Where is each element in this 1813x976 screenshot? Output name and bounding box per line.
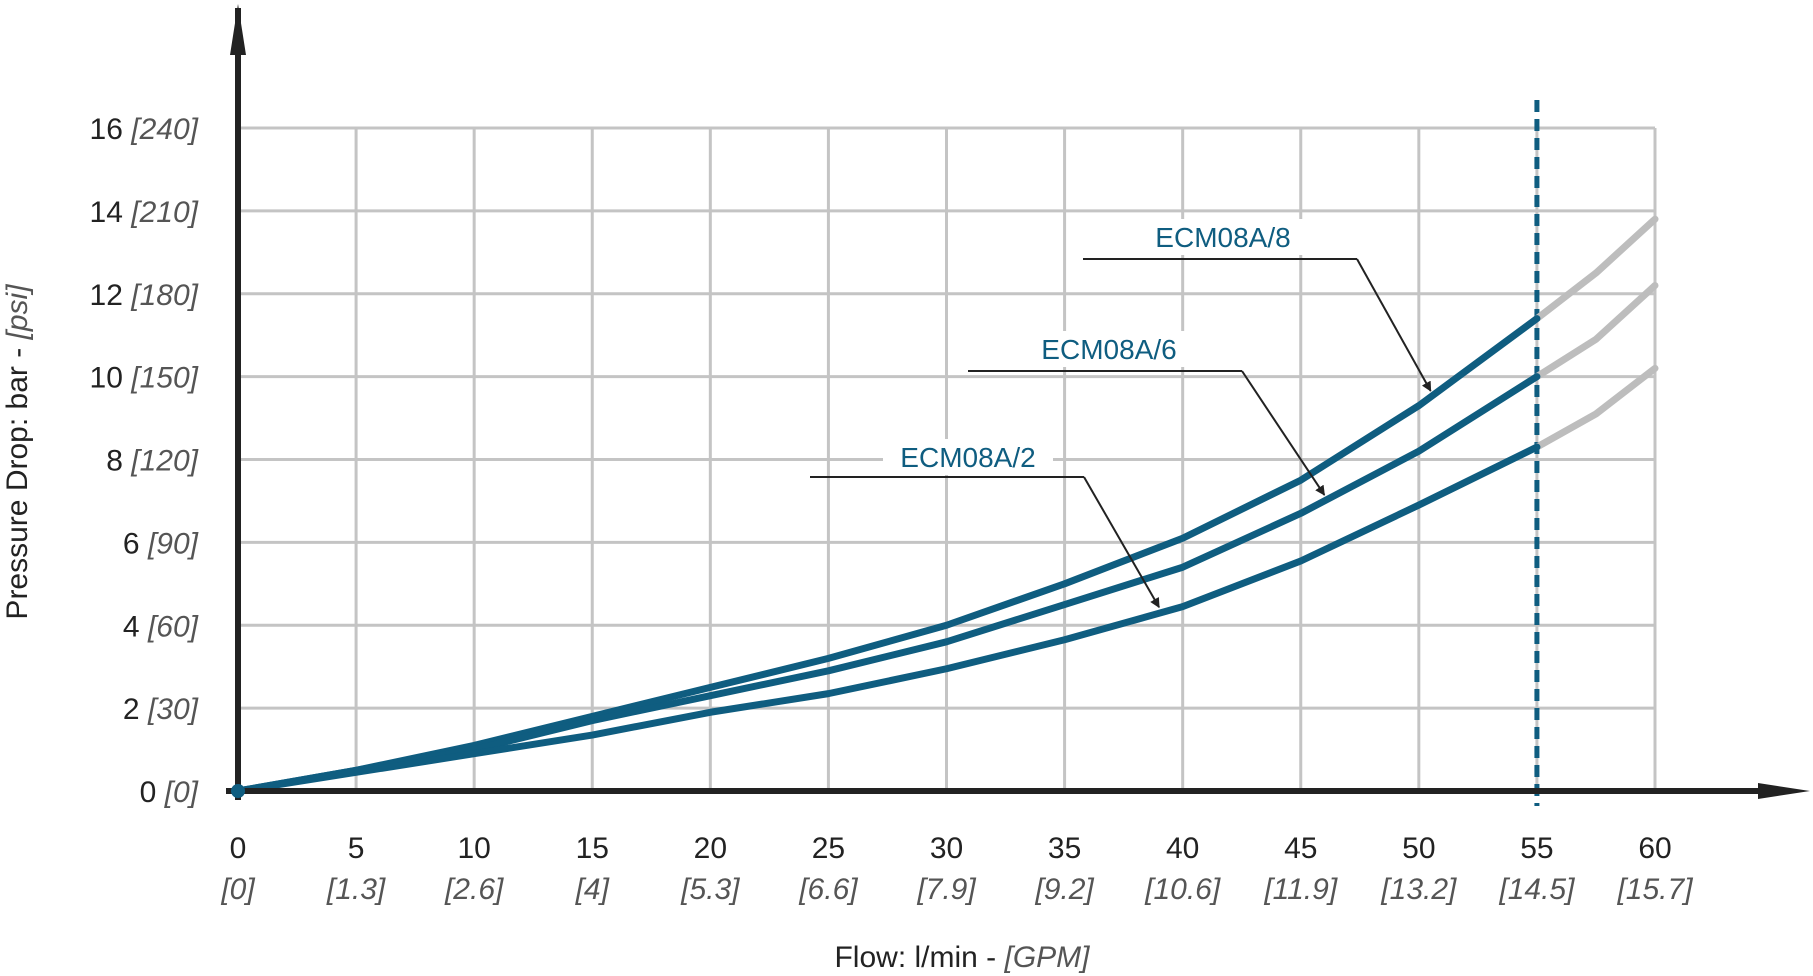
y-tick-psi: [210] [130,196,198,229]
annotation-label-bg [1024,331,1194,367]
series-label: ECM08A/8 [1155,222,1290,253]
x-tick-gpm: [5.3] [680,873,740,906]
series-label: ECM08A/2 [900,442,1035,473]
y-tick-value: 0 [140,776,165,809]
y-tick-label: 8 [120] [106,445,198,478]
y-tick-psi: [240] [130,113,198,146]
series-extension-line [1533,215,1659,323]
y-tick-value: 2 [123,693,148,726]
x-tick-gpm: [6.6] [798,873,858,906]
series-line [234,443,1541,795]
y-tick-psi: [120] [130,445,198,478]
x-tick-gpm: [7.9] [916,873,976,906]
x-tick-gpm: [4] [575,873,610,906]
annotation-label-bg [883,439,1053,475]
series-line [234,373,1541,795]
x-tick-label: 50 [1402,832,1435,865]
y-tick-label: 0 [0] [140,776,199,809]
y-tick-label: 16 [240] [90,113,199,146]
annotation-arrow [1356,258,1432,392]
y-axis-arrow [230,4,246,55]
y-tick-psi: [150] [130,362,198,395]
tick-labels: 0 [0] 2 [30] 4 [60] 6 [90] 8 [120] 10 [150] 12… [90,113,1694,906]
y-tick-psi: [30] [147,693,199,726]
annotation-label-bg [1138,219,1308,255]
annotation-arrow [1241,370,1326,496]
y-tick-psi: [180] [130,279,198,312]
y-tick-label: 10 [150] [90,362,199,395]
y-axis-title-unit: [psi] [1,284,34,341]
x-tick-label: 35 [1048,832,1081,865]
y-tick-value: 4 [123,610,148,643]
series-group [234,100,1659,806]
x-tick-label: 20 [694,832,727,865]
x-tick-label: 45 [1284,832,1317,865]
x-tick-label: 40 [1166,832,1199,865]
y-tick-label: 6 [90] [123,527,199,560]
x-tick-gpm: [0] [220,873,255,906]
x-tick-label: 55 [1520,832,1553,865]
y-tick-label: 4 [60] [123,610,199,643]
y-axis-title-main: Pressure Drop: bar - [1,339,34,619]
x-tick-gpm: [15.7] [1616,873,1693,906]
y-tick-psi: [0] [164,776,199,809]
y-tick-value: 8 [106,445,131,478]
y-tick-psi: [60] [147,610,199,643]
y-tick-psi: [90] [147,527,199,560]
origin-marker [231,784,245,798]
x-tick-gpm: [11.9] [1263,873,1337,906]
x-axis-title-unit: [GPM] [1004,941,1091,974]
x-axis-title: Flow: l/min - [GPM] [834,941,1090,974]
axes [226,4,1810,800]
x-tick-label: 10 [457,832,490,865]
series-label: ECM08A/6 [1041,334,1176,365]
x-tick-label: 30 [930,832,963,865]
x-tick-label: 60 [1638,832,1671,865]
series-extension-line [1533,364,1659,451]
y-tick-label: 12 [180] [90,279,199,312]
y-tick-value: 16 [90,113,132,146]
x-tick-label: 5 [348,832,365,865]
y-tick-value: 10 [90,362,132,395]
x-tick-label: 0 [230,832,247,865]
series-annotations: ECM08A/8 ECM08A/6 ECM08A/2 [810,219,1432,609]
series-extension-line [1533,281,1659,381]
series-line [234,315,1541,795]
x-tick-gpm: [1.3] [326,873,386,906]
x-tick-gpm: [14.5] [1498,873,1575,906]
x-tick-gpm: [10.6] [1144,873,1221,906]
x-axis-title-main: Flow: l/min - [834,941,1004,974]
y-tick-value: 12 [90,279,132,312]
y-axis-title: Pressure Drop: bar - [psi] [1,284,34,620]
y-tick-value: 6 [123,527,148,560]
y-tick-label: 2 [30] [123,693,199,726]
axis-titles: Flow: l/min - [GPM] Pressure Drop: bar - … [1,284,1090,974]
annotation-arrow [1083,476,1160,609]
y-tick-label: 14 [210] [90,196,199,229]
x-tick-label: 25 [812,832,845,865]
x-tick-label: 15 [576,832,609,865]
y-tick-value: 14 [90,196,132,229]
x-tick-gpm: [13.2] [1380,873,1457,906]
x-tick-gpm: [2.6] [444,873,504,906]
x-tick-gpm: [9.2] [1034,873,1094,906]
x-axis-arrow [1758,783,1810,799]
